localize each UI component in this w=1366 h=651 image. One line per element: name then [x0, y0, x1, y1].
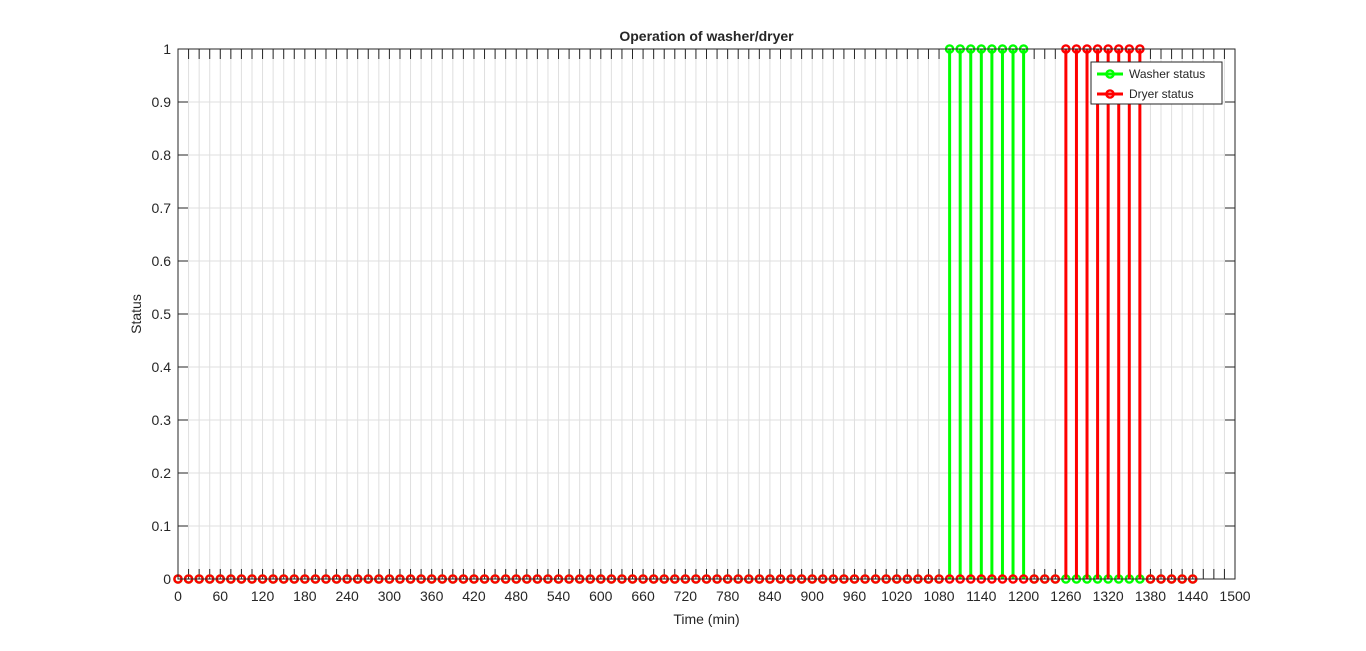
x-tick-label: 0 [174, 588, 182, 604]
x-tick-label: 960 [843, 588, 867, 604]
x-tick-label: 540 [547, 588, 571, 604]
legend-label: Washer status [1129, 67, 1205, 81]
y-tick-label: 0.4 [152, 359, 172, 375]
chart-title: Operation of washer/dryer [619, 28, 794, 44]
x-tick-label: 1260 [1050, 588, 1081, 604]
x-tick-label: 780 [716, 588, 740, 604]
legend-item-dryer[interactable]: Dryer status [1097, 87, 1194, 101]
x-tick-label: 1200 [1008, 588, 1039, 604]
y-tick-label: 0.8 [152, 147, 172, 163]
x-tick-label: 1500 [1219, 588, 1250, 604]
y-tick-label: 0.2 [152, 465, 172, 481]
y-tick-label: 0.1 [152, 518, 172, 534]
legend-item-washer[interactable]: Washer status [1097, 67, 1205, 81]
x-tick-label: 1140 [966, 588, 996, 604]
x-tick-label: 240 [335, 588, 359, 604]
x-tick-label: 1380 [1135, 588, 1166, 604]
legend-marker [1105, 69, 1115, 79]
x-tick-label: 660 [631, 588, 655, 604]
x-tick-label: 720 [674, 588, 698, 604]
tick-labels: 0 60 120 180 240 300 360 420 480 540 600 660 720 780 8… [152, 41, 1251, 604]
x-tick-label: 60 [212, 588, 228, 604]
x-tick-label: 300 [378, 588, 402, 604]
x-tick-label: 1440 [1177, 588, 1208, 604]
x-tick-label: 180 [293, 588, 317, 604]
legend-marker [1105, 89, 1115, 99]
y-tick-label: 1 [163, 41, 171, 57]
x-tick-label: 1080 [923, 588, 954, 604]
y-axis-label: Status [128, 294, 144, 334]
legend[interactable]: Washer status Dryer status [1090, 61, 1223, 105]
x-tick-label: 1020 [881, 588, 912, 604]
y-tick-label: 0.9 [152, 94, 172, 110]
x-tick-label: 360 [420, 588, 444, 604]
y-tick-label: 0.3 [152, 412, 172, 428]
y-tick-label: 0.7 [152, 200, 172, 216]
axes-box [177, 48, 1236, 580]
x-tick-label: 480 [505, 588, 529, 604]
y-tick-label: 0.6 [152, 253, 172, 269]
x-tick-label: 120 [251, 588, 275, 604]
y-tick-label: 0.5 [152, 306, 172, 322]
stem-series [173, 44, 1198, 584]
x-tick-label: 840 [758, 588, 782, 604]
x-tick-label: 1320 [1093, 588, 1124, 604]
x-tick-label: 900 [801, 588, 825, 604]
x-axis-label: Time (min) [673, 611, 739, 627]
x-tick-label: 600 [589, 588, 613, 604]
x-tick-label: 420 [462, 588, 486, 604]
legend-label: Dryer status [1129, 87, 1194, 101]
y-tick-label: 0 [163, 571, 171, 587]
